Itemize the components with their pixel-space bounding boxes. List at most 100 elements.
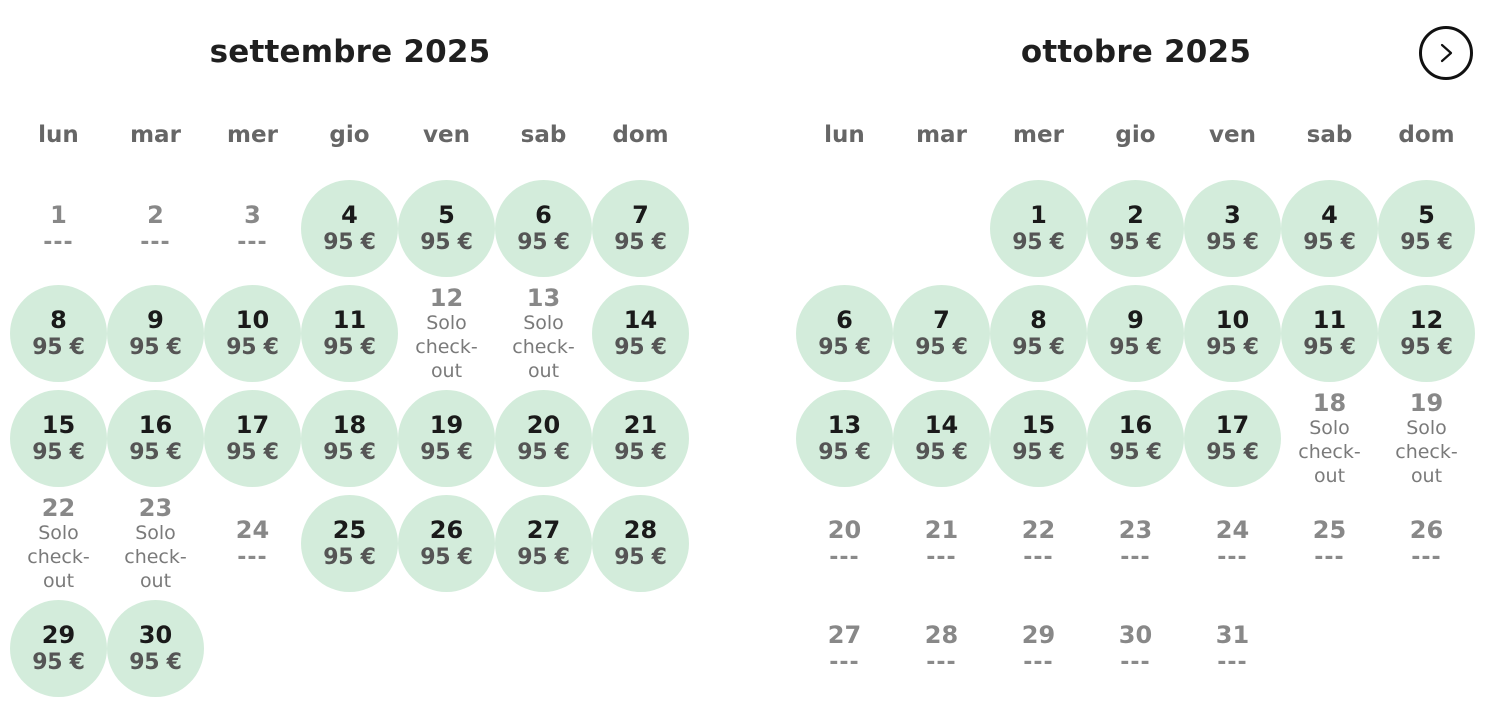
day-number: 20 <box>526 410 561 439</box>
day-price: 95 € <box>1012 229 1065 255</box>
day-cell-available[interactable]: 11 95 € <box>301 285 398 382</box>
day-cell-unavailable: 28 --- <box>893 600 990 697</box>
day-number: 3 <box>244 200 261 229</box>
day-cell-available[interactable]: 5 95 € <box>1378 180 1475 277</box>
day-cell-available[interactable]: 10 95 € <box>204 285 301 382</box>
day-cell-available[interactable]: 8 95 € <box>10 285 107 382</box>
day-number: 10 <box>235 305 270 334</box>
day-cell-available[interactable]: 16 95 € <box>1087 390 1184 487</box>
day-number: 19 <box>1409 388 1444 417</box>
weekday-label: gio <box>329 122 370 148</box>
day-cell-available[interactable]: 27 95 € <box>495 495 592 592</box>
day-number: 6 <box>535 200 552 229</box>
weekday-header: lun mar mer gio ven sab dom <box>796 122 1475 148</box>
day-cell-available[interactable]: 17 95 € <box>1184 390 1281 487</box>
day-number: 26 <box>1409 515 1444 544</box>
unavailable-label: --- <box>1217 544 1248 570</box>
day-cell-available[interactable]: 17 95 € <box>204 390 301 487</box>
day-price: 95 € <box>1400 334 1453 360</box>
day-cell-unavailable: 29 --- <box>990 600 1087 697</box>
unavailable-label: --- <box>926 649 957 675</box>
day-cell-available[interactable]: 19 95 € <box>398 390 495 487</box>
day-cell-available[interactable]: 14 95 € <box>893 390 990 487</box>
day-cell-available[interactable]: 15 95 € <box>10 390 107 487</box>
day-number: 9 <box>147 305 164 334</box>
day-price: 95 € <box>1303 229 1356 255</box>
day-number: 6 <box>836 305 853 334</box>
day-cell-available[interactable]: 8 95 € <box>990 285 1087 382</box>
day-cell-available[interactable]: 25 95 € <box>301 495 398 592</box>
checkout-only-label: Solo check- out <box>415 311 478 382</box>
day-cell-available[interactable]: 6 95 € <box>495 180 592 277</box>
unavailable-label: --- <box>1120 544 1151 570</box>
day-cell-available[interactable]: 1 95 € <box>990 180 1087 277</box>
day-number: 24 <box>235 515 270 544</box>
day-cell-available[interactable]: 11 95 € <box>1281 285 1378 382</box>
day-cell-available[interactable]: 28 95 € <box>592 495 689 592</box>
day-cell-available[interactable]: 6 95 € <box>796 285 893 382</box>
day-number: 22 <box>41 493 76 522</box>
day-number: 8 <box>50 305 67 334</box>
day-number: 11 <box>332 305 367 334</box>
day-cell-available[interactable]: 9 95 € <box>107 285 204 382</box>
checkout-only-label: Solo check- out <box>1298 416 1361 487</box>
day-cell-unavailable: 30 --- <box>1087 600 1184 697</box>
day-price: 95 € <box>818 439 871 465</box>
day-number: 15 <box>41 410 76 439</box>
day-cell-available[interactable]: 21 95 € <box>592 390 689 487</box>
unavailable-label: --- <box>1023 544 1054 570</box>
day-cell-available[interactable]: 2 95 € <box>1087 180 1184 277</box>
day-cell-unavailable: 21 --- <box>893 495 990 592</box>
day-cell-available[interactable]: 15 95 € <box>990 390 1087 487</box>
day-cell-available[interactable]: 9 95 € <box>1087 285 1184 382</box>
day-price: 95 € <box>1206 439 1259 465</box>
day-number: 23 <box>138 493 173 522</box>
day-price: 95 € <box>1206 229 1259 255</box>
day-number: 21 <box>924 515 959 544</box>
unavailable-label: --- <box>237 229 268 255</box>
day-cell-available[interactable]: 14 95 € <box>592 285 689 382</box>
day-cell-checkout: 23 Solo check- out <box>107 495 204 592</box>
day-cell-available[interactable]: 16 95 € <box>107 390 204 487</box>
weekday-label: sab <box>1306 122 1353 148</box>
day-cell-available[interactable]: 4 95 € <box>1281 180 1378 277</box>
day-cell-available[interactable]: 4 95 € <box>301 180 398 277</box>
day-price: 95 € <box>1109 334 1162 360</box>
day-cell-available[interactable]: 20 95 € <box>495 390 592 487</box>
day-cell-checkout: 13 Solo check- out <box>495 285 592 382</box>
day-cell-available[interactable]: 3 95 € <box>1184 180 1281 277</box>
unavailable-label: --- <box>829 649 860 675</box>
day-number: 2 <box>1127 200 1144 229</box>
day-cell-available[interactable]: 30 95 € <box>107 600 204 697</box>
day-number: 5 <box>1418 200 1435 229</box>
day-price: 95 € <box>915 439 968 465</box>
day-price: 95 € <box>32 439 85 465</box>
day-price: 95 € <box>226 439 279 465</box>
day-cell-unavailable: 22 --- <box>990 495 1087 592</box>
day-price: 95 € <box>517 229 570 255</box>
day-cell-unavailable: 2 --- <box>107 180 204 277</box>
day-price: 95 € <box>226 334 279 360</box>
weekday-label: lun <box>38 122 79 148</box>
day-cell-available[interactable]: 7 95 € <box>592 180 689 277</box>
unavailable-label: --- <box>140 229 171 255</box>
day-cell-available[interactable]: 5 95 € <box>398 180 495 277</box>
day-cell-available[interactable]: 10 95 € <box>1184 285 1281 382</box>
day-cell-available[interactable]: 12 95 € <box>1378 285 1475 382</box>
day-number: 27 <box>827 620 862 649</box>
day-cell-available[interactable]: 26 95 € <box>398 495 495 592</box>
next-month-button[interactable] <box>1419 26 1473 80</box>
day-price: 95 € <box>1109 229 1162 255</box>
day-cell-available[interactable]: 7 95 € <box>893 285 990 382</box>
day-number: 14 <box>924 410 959 439</box>
day-cell-checkout: 12 Solo check- out <box>398 285 495 382</box>
day-number: 29 <box>41 620 76 649</box>
day-price: 95 € <box>614 334 667 360</box>
day-cell-unavailable: 26 --- <box>1378 495 1475 592</box>
day-cell-available[interactable]: 13 95 € <box>796 390 893 487</box>
day-cell-available[interactable]: 18 95 € <box>301 390 398 487</box>
checkout-only-label: Solo check- out <box>124 521 187 592</box>
day-number: 3 <box>1224 200 1241 229</box>
day-cell-available[interactable]: 29 95 € <box>10 600 107 697</box>
day-price: 95 € <box>517 544 570 570</box>
